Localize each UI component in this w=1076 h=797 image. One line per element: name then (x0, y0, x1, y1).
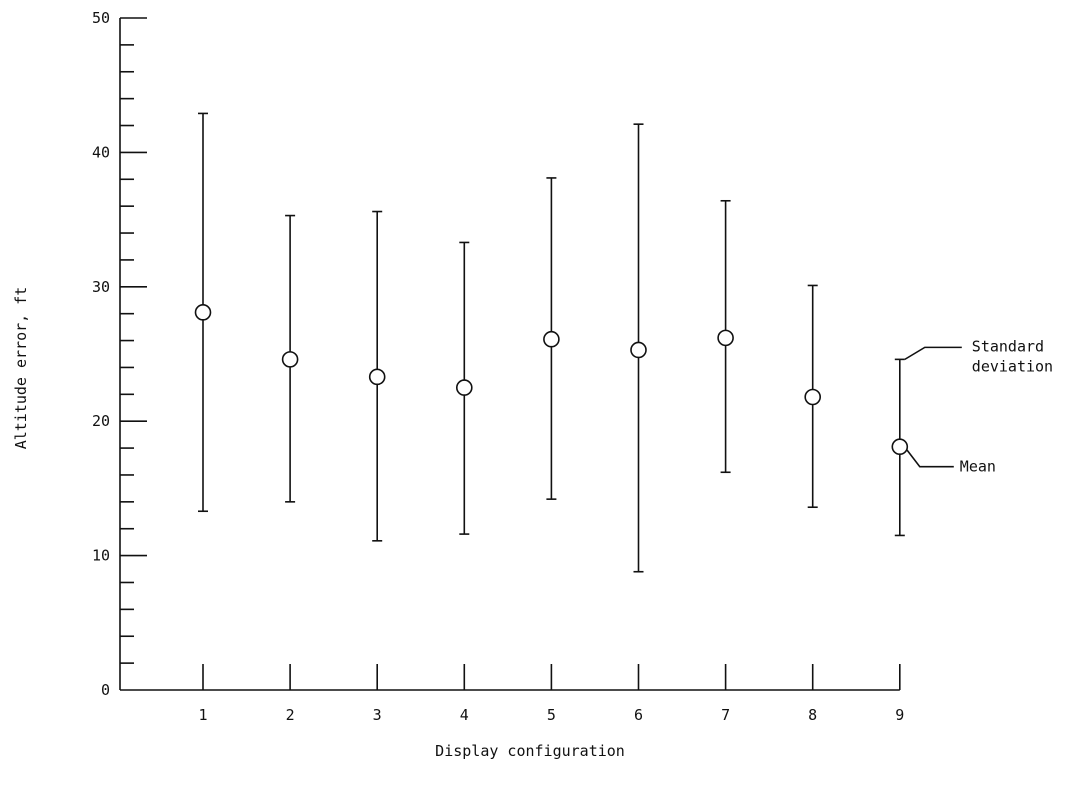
y-tick-label: 10 (92, 547, 110, 565)
y-tick-label: 40 (92, 143, 110, 161)
std-dev-label: deviation (972, 357, 1053, 375)
mean-marker (281, 351, 299, 368)
x-tick-label: 6 (634, 706, 643, 724)
x-tick-label: 5 (547, 706, 556, 724)
mean-marker (630, 341, 647, 359)
x-tick-label: 4 (460, 706, 469, 724)
mean-marker (717, 329, 734, 347)
mean-leader (906, 449, 954, 468)
x-tick-label: 9 (895, 706, 904, 724)
mean-marker (368, 368, 386, 386)
x-tick-label: 7 (721, 706, 730, 724)
y-tick-label: 30 (92, 278, 110, 296)
std-dev-leader (904, 346, 962, 361)
mean-marker (804, 388, 822, 406)
mean-marker (891, 438, 909, 456)
std-dev-label: Standard (972, 337, 1044, 355)
mean-marker (194, 304, 212, 321)
mean-marker (455, 379, 473, 396)
marks (194, 112, 909, 573)
x-tick-label: 1 (198, 706, 207, 724)
x-tick-label: 3 (373, 706, 382, 724)
x-tick-label: 8 (808, 706, 817, 724)
y-tick-label: 20 (92, 412, 110, 430)
x-axis-title: Display configuration (435, 742, 625, 760)
mean-marker (543, 330, 560, 348)
y-tick-label: 50 (92, 9, 110, 27)
axes: 0 10 20 30 40 50 1 2 3 4 5 6 7 8 9 (92, 9, 904, 724)
y-axis-title: Altitude error, ft (12, 287, 30, 450)
mean-label: Mean (960, 458, 996, 476)
annotations: Standard deviation Mean (904, 337, 1053, 476)
y-tick-label: 0 (101, 681, 110, 699)
x-tick-label: 2 (286, 706, 295, 724)
